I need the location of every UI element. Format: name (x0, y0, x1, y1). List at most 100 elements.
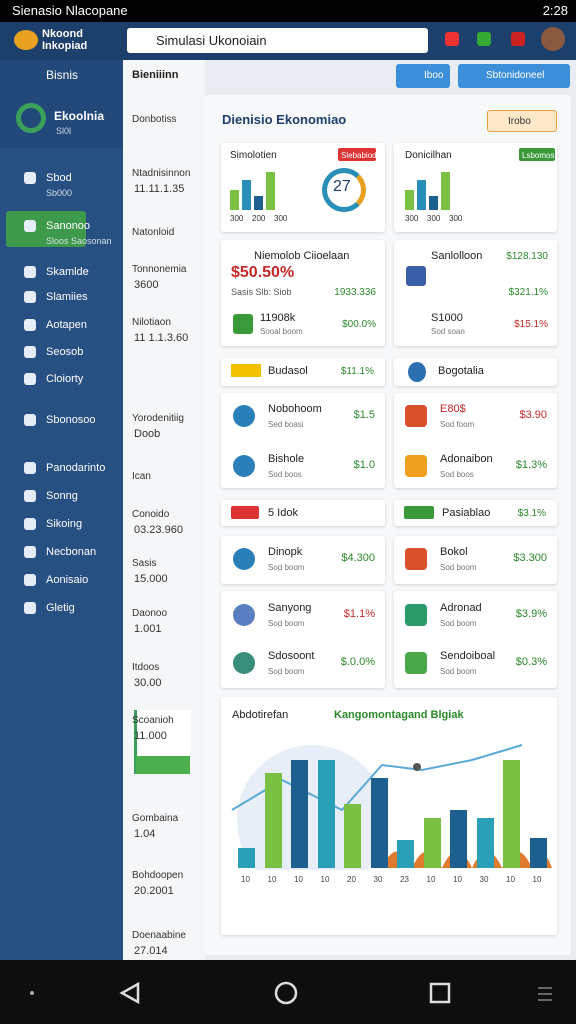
chart-bar (423, 818, 441, 868)
brand-logo (14, 30, 38, 50)
chart-bar (476, 818, 494, 868)
chart-bar (503, 760, 520, 868)
stat-label: 11908k (260, 312, 296, 324)
item-name: Nobohoom (268, 403, 322, 415)
action-button[interactable] (487, 110, 557, 132)
menu-icon (24, 546, 36, 558)
item-sub: Sod boom (268, 667, 305, 676)
x-tick-label: 10 (506, 875, 515, 884)
item-value: $3.9% (515, 608, 547, 620)
list-item: Bohdoopen (132, 870, 184, 881)
chart-bar (317, 760, 335, 868)
item-name: E80$ (440, 403, 466, 415)
x-tick-label: 10 (294, 875, 303, 884)
tick: 200 (252, 214, 266, 223)
chart-bar (397, 840, 414, 868)
chart-subtitle: Kangomontagand Blgiak (334, 709, 464, 721)
menu-item: Sanonoo (46, 220, 91, 232)
x-tick-label: 30 (373, 875, 383, 884)
x-tick-label: 23 (400, 875, 409, 884)
search-box[interactable] (127, 28, 428, 53)
icon (408, 362, 426, 382)
stat-sub: Sooal boom (260, 327, 303, 336)
list-value: 11.11.1.35 (134, 183, 185, 195)
list-value: 1.04 (134, 828, 156, 840)
gauge (322, 168, 366, 212)
menu-item: Necbonan (46, 546, 97, 558)
icon[interactable] (445, 32, 459, 46)
menu-icon (24, 574, 36, 586)
item-name: Adronad (440, 602, 482, 614)
back-button[interactable] (119, 981, 140, 1005)
menu-sub: Sloos Saosonan (46, 236, 112, 246)
item-name: Dinopk (268, 546, 303, 558)
stat-value: $00.0% (342, 319, 376, 330)
list-item: Natonloid (132, 227, 175, 238)
search-text: Simulasi Ukonoiain (156, 33, 267, 48)
dashboard-title: Dienisio Ekonomiao (222, 112, 347, 127)
chart-title: Abdotirefan (232, 709, 289, 721)
icon[interactable] (477, 32, 491, 46)
list-item: Donbotiss (132, 114, 177, 125)
item-name: Bishole (268, 453, 305, 465)
status-time: 2:28 (542, 3, 568, 18)
tick: 300 (405, 214, 419, 223)
item-value: $3.90 (519, 409, 547, 421)
item-value: $1.3% (515, 459, 547, 471)
button-label: Iboo (424, 70, 444, 81)
status-title: Sienasio Nlacopane (12, 3, 128, 18)
selected-item[interactable] (6, 211, 86, 247)
x-tick-label: 10 (532, 875, 542, 884)
brand: Inkopiad (42, 40, 88, 52)
recent-button[interactable] (429, 982, 451, 1004)
menu-item: Skamlde (46, 266, 89, 278)
menu-item: Sonng (46, 490, 78, 502)
menu-item: Sbod (46, 172, 72, 184)
card-title: Donicilhan (405, 150, 452, 161)
item-icon (233, 652, 255, 674)
button[interactable] (458, 64, 570, 88)
x-tick-label: 10 (453, 875, 462, 884)
nav-bar (0, 960, 576, 1024)
menu-item: Panodarinto (46, 462, 106, 474)
item-value: $0.3% (515, 656, 547, 668)
status-bar (0, 0, 576, 22)
menu-item: Gletig (46, 602, 75, 614)
x-tick-label: 10 (267, 875, 277, 884)
item-icon (233, 548, 255, 570)
avatar[interactable] (541, 27, 565, 51)
menu-item: Sikoing (46, 518, 83, 530)
list-item: Scoanioh (132, 715, 174, 726)
stat-value: $15.1% (514, 319, 548, 330)
stat-title: Sanlolloon (431, 250, 483, 262)
menu-icon (24, 319, 36, 331)
list-value: Doob (134, 428, 161, 440)
stat-icon (406, 266, 426, 286)
list-item: Gombaina (132, 813, 179, 824)
menu-item: Slamiies (46, 291, 88, 303)
item-value: $.0.0% (340, 656, 375, 668)
stat-value: $50.50% (231, 264, 295, 281)
item-sub: Sod boos (440, 470, 474, 479)
list-item: Tonnonemia (132, 264, 187, 275)
item-name: Adonaibon (440, 453, 493, 465)
item-value: $1.0 (353, 459, 375, 471)
brand: Nkoond (42, 28, 83, 40)
item-sub: Sod boom (440, 619, 477, 628)
item-icon (233, 604, 255, 626)
profile-name: Ekoolnia (54, 109, 105, 123)
button[interactable] (396, 64, 450, 88)
chart-bar (344, 804, 361, 868)
chart-bar (238, 848, 255, 868)
home-button[interactable] (274, 981, 298, 1005)
gauge-value: 27 (333, 178, 351, 195)
menu-icon (24, 414, 36, 426)
chart-bar (370, 778, 388, 868)
button-label: Sbtonidoneel (486, 70, 545, 81)
list-item: Conoido (132, 509, 170, 520)
menu-icon (24, 220, 36, 232)
icon[interactable] (511, 32, 525, 46)
menu-item: Cloiorty (46, 373, 84, 385)
badge (519, 148, 555, 161)
action-label: Irobo (508, 116, 531, 127)
